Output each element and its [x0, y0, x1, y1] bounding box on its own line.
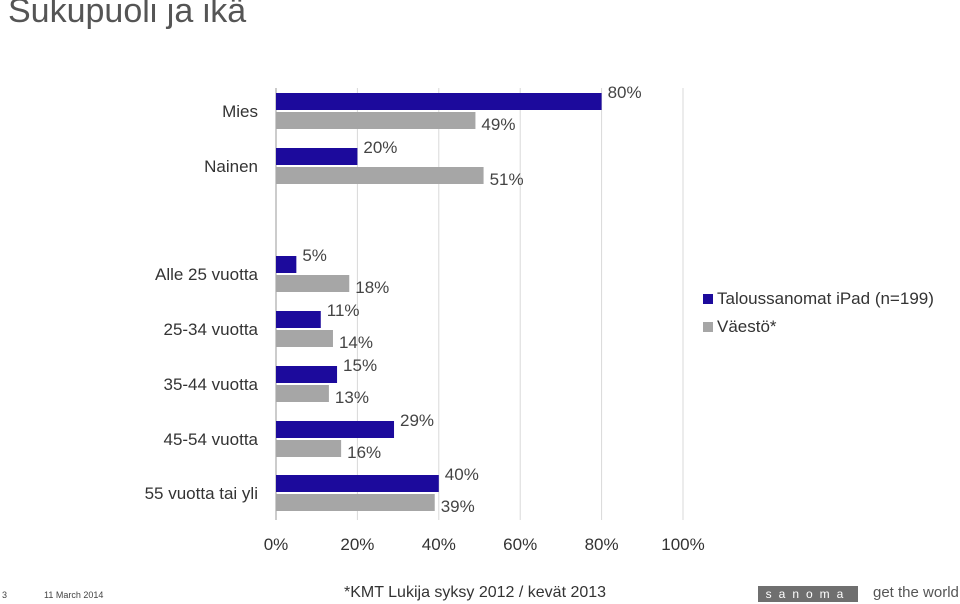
bar-taloussanomat	[276, 421, 395, 438]
data-label: 39%	[441, 497, 475, 516]
data-label: 5%	[302, 246, 327, 265]
bar-vaesto	[276, 112, 476, 129]
footer-date: 11 March 2014	[44, 590, 104, 600]
bar-vaesto	[276, 330, 333, 347]
bar-taloussanomat	[276, 366, 338, 383]
bar-taloussanomat	[276, 311, 321, 328]
category-label: 35-44 vuotta	[163, 375, 258, 394]
category-label: 25-34 vuotta	[163, 320, 258, 339]
page-number: 3	[2, 590, 8, 600]
bars: 80% 49% 20% 51% 5% 18% 11% 14% 15% 13% 29% 16% 40% 39…	[276, 83, 642, 516]
sanoma-logo: sanoma	[758, 586, 858, 602]
page-title: Sukupuoli ja ikä	[8, 0, 247, 30]
category-label: Nainen	[204, 157, 258, 176]
legend-swatch	[703, 322, 713, 332]
category-labels: Mies Nainen Alle 25 vuotta 25-34 vuotta 35-4…	[145, 102, 259, 503]
data-label: 40%	[445, 465, 479, 484]
bar-taloussanomat	[276, 475, 439, 492]
bar-taloussanomat	[276, 256, 297, 273]
x-axis-ticks: 0% 20% 40% 60% 80% 100%	[264, 535, 705, 554]
x-tick-label: 0%	[264, 535, 289, 554]
category-label: 55 vuotta tai yli	[145, 484, 258, 503]
legend-swatch	[703, 294, 713, 304]
data-label: 18%	[355, 278, 389, 297]
x-tick-label: 20%	[340, 535, 374, 554]
bar-chart: 80% 49% 20% 51% 5% 18% 11% 14% 15% 13% 29% 16% 40% 39…	[145, 83, 934, 554]
legend: Taloussanomat iPad (n=199) Väestö*	[703, 289, 934, 336]
data-label: 14%	[339, 333, 373, 352]
category-label: Mies	[222, 102, 258, 121]
source-note: *KMT Lukija syksy 2012 / kevät 2013	[344, 584, 607, 601]
category-label: Alle 25 vuotta	[155, 265, 259, 284]
bar-vaesto	[276, 275, 350, 292]
data-label: 16%	[347, 443, 381, 462]
x-tick-label: 40%	[422, 535, 456, 554]
bar-vaesto	[276, 440, 342, 457]
bar-vaesto	[276, 385, 329, 402]
legend-label: Taloussanomat iPad (n=199)	[717, 289, 934, 308]
x-tick-label: 60%	[503, 535, 537, 554]
data-label: 20%	[363, 138, 397, 157]
x-tick-label: 100%	[661, 535, 704, 554]
data-label: 13%	[335, 388, 369, 407]
data-label: 15%	[343, 356, 377, 375]
category-label: 45-54 vuotta	[163, 430, 258, 449]
data-label: 51%	[490, 170, 524, 189]
bar-vaesto	[276, 167, 484, 184]
x-tick-label: 80%	[585, 535, 619, 554]
data-label: 29%	[400, 411, 434, 430]
data-label: 49%	[481, 115, 515, 134]
bar-taloussanomat	[276, 148, 358, 165]
data-label: 80%	[608, 83, 642, 102]
brand-tagline: get the world	[873, 584, 959, 601]
bar-vaesto	[276, 494, 435, 511]
legend-label: Väestö*	[717, 317, 777, 336]
bar-taloussanomat	[276, 93, 602, 110]
data-label: 11%	[327, 301, 360, 320]
